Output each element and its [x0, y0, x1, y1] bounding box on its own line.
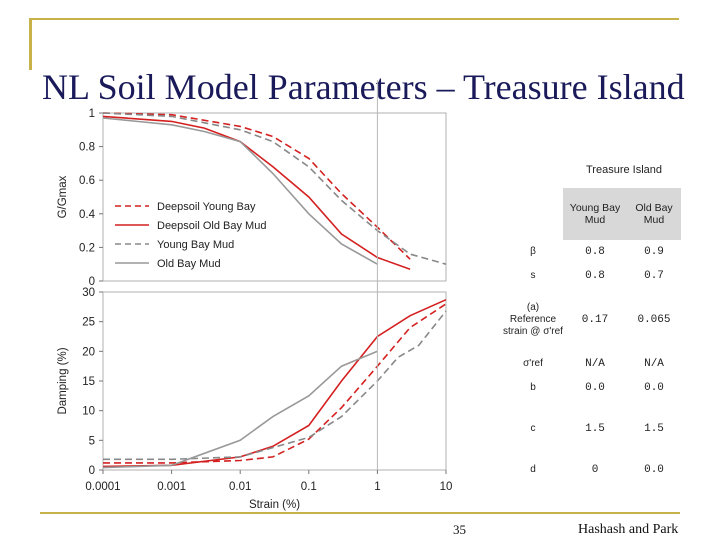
cell-young: 0 — [591, 464, 599, 476]
page-number: 35 — [453, 522, 466, 537]
cell-young: 0.17 — [581, 314, 609, 326]
cell-old: N/A — [644, 358, 664, 370]
series-line — [102, 112, 411, 260]
series-line — [102, 350, 378, 469]
plot-frame — [102, 291, 447, 471]
series-line — [102, 298, 447, 468]
y-tick-label: 5 — [89, 435, 95, 447]
legend-label: Old Bay Mud — [157, 258, 221, 270]
y-tick-label: 0 — [89, 276, 95, 288]
col-header-young-bay-mud: Young Bay Mud — [563, 188, 627, 240]
x-tick-label: 0.0001 — [85, 481, 120, 493]
footer-rule — [40, 512, 680, 514]
table-row: b 0.0 0.0 — [503, 376, 681, 400]
row-label-reference-strain: (a) Reference strain @ σ'ref — [503, 302, 563, 337]
series-line — [102, 112, 447, 265]
table-title: Treasure Island — [586, 164, 663, 176]
series-line — [102, 115, 411, 270]
x-tick-label: 0.01 — [229, 481, 251, 493]
cell-old: 0.065 — [637, 314, 671, 326]
series-line — [103, 303, 447, 464]
y-tick-label: 0.8 — [79, 142, 95, 154]
row-label-s: s — [530, 270, 536, 281]
table-row: (a) Reference strain @ σ'ref 0.17 0.065 — [503, 288, 681, 352]
y-tick-label: 20 — [82, 346, 95, 358]
cell-old: 1.5 — [644, 423, 664, 435]
y-axis-label: G/Gmax — [57, 175, 69, 218]
col-header-old-bay-mud: Old Bay Mud — [627, 188, 681, 240]
x-axis-label: Strain (%) — [249, 499, 300, 511]
y-tick-label: 0.4 — [79, 209, 96, 221]
cell-young: 0.0 — [585, 382, 605, 394]
series-line — [102, 117, 378, 265]
series-line — [103, 310, 447, 461]
parameter-table: Young Bay Mud Old Bay Mud β 0.8 0.9 s 0.… — [503, 188, 681, 482]
y-tick-label: 30 — [82, 287, 95, 299]
y-tick-label: 1 — [89, 108, 95, 120]
row-label-d: d — [530, 464, 536, 475]
y-tick-label: 0 — [89, 465, 95, 477]
slide-title: NL Soil Model Parameters – Treasure Isla… — [42, 67, 685, 107]
y-tick-label: 15 — [82, 376, 95, 388]
legend-label: Young Bay Mud — [157, 239, 234, 251]
cell-old: 0.7 — [644, 270, 664, 282]
legend-label: Deepsoil Old Bay Mud — [157, 220, 266, 232]
cell-young: 0.8 — [585, 246, 605, 258]
y-axis-label: Damping (%) — [57, 347, 69, 414]
table-row: β 0.8 0.9 — [503, 240, 681, 264]
footer-authors: Hashash and Park — [578, 522, 679, 537]
legend-label: Deepsoil Young Bay — [157, 201, 256, 213]
cell-old: 0.0 — [644, 464, 664, 476]
row-label-sigma-ref: σ'ref — [523, 358, 543, 369]
x-tick-label: 1 — [374, 481, 380, 493]
table-header-empty — [503, 188, 563, 240]
row-label-c: c — [530, 423, 536, 434]
table-row: c 1.5 1.5 — [503, 400, 681, 458]
table-row: d 0 0.0 — [503, 458, 681, 482]
cell-old: 0.0 — [644, 382, 664, 394]
y-tick-label: 10 — [82, 406, 95, 418]
y-tick-label: 0.6 — [79, 175, 95, 187]
x-tick-label: 10 — [440, 481, 453, 493]
row-label-b: b — [530, 382, 536, 393]
x-tick-label: 0.1 — [301, 481, 317, 493]
y-tick-label: 25 — [82, 317, 95, 329]
row-label-beta: β — [530, 246, 536, 257]
cell-young: 1.5 — [585, 423, 605, 435]
table-header-row: Young Bay Mud Old Bay Mud — [503, 188, 681, 240]
cell-young: 0.8 — [585, 270, 605, 282]
cell-old: 0.9 — [644, 246, 664, 258]
cell-young: N/A — [585, 358, 605, 370]
frame-accent-top — [29, 18, 679, 20]
table-row: σ'ref N/A N/A — [503, 352, 681, 376]
x-tick-label: 0.001 — [157, 481, 186, 493]
plot-frame — [102, 112, 447, 282]
table-row: s 0.8 0.7 — [503, 264, 681, 288]
frame-accent-vertical — [29, 18, 32, 70]
y-tick-label: 0.2 — [79, 242, 95, 254]
